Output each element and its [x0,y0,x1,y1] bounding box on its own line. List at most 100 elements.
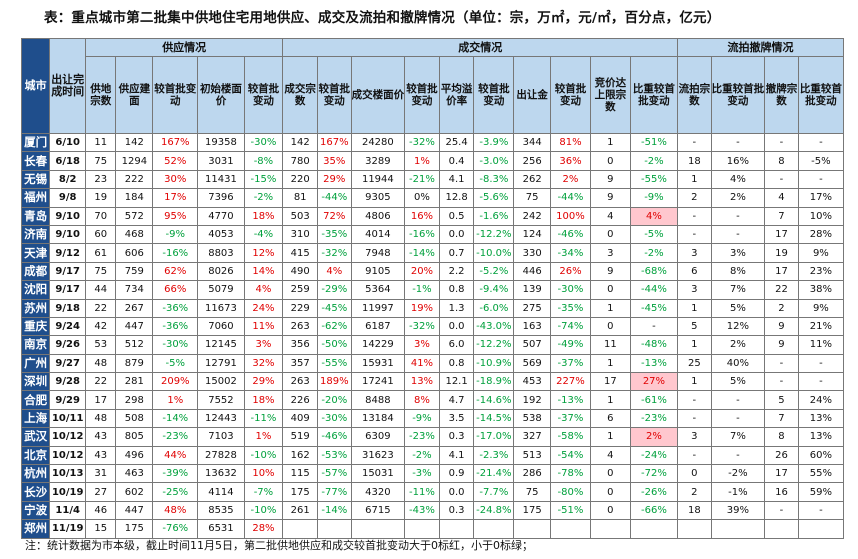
table-cell: 10% [243,464,284,484]
table-cell: 327 [513,427,552,447]
table-cell: 5% [710,372,766,392]
table-cell: -2% [710,464,766,484]
table-row: 广州 9/27 48 879 -5% 12791 32% 357 -55% 15931 41% 0.8… [20,353,845,374]
table-cell: 14229 [350,335,406,355]
city-cell: 厦门 [20,132,51,153]
table-cell: 2% [710,335,766,355]
table-cell: 2% [710,188,766,208]
table-cell: 3 [677,243,712,263]
table-cell: -30% [550,280,591,300]
table-cell: -32% [317,243,352,263]
table-cell: -36% [152,316,199,337]
table-cell: 48 [85,353,117,374]
column-header: 比重较首批变动 [629,56,679,134]
table-cell: 0.0 [438,482,475,502]
table-cell: 1% [152,390,199,410]
table-cell: 16% [404,206,440,226]
table-cell: 8 [764,151,799,171]
table-cell [629,519,679,539]
table-cell: -5% [629,224,679,245]
table-cell: 75 [513,482,552,502]
table-cell: - [677,206,712,226]
table-cell: 48 [85,408,117,429]
table-cell: -26% [629,482,679,502]
table-cell: -30% [243,132,284,153]
table-cell: -20% [317,390,352,410]
table-cell: -45% [629,298,679,318]
table-cell: 572 [115,206,154,226]
table-row: 青岛 9/10 70 572 95% 4770 18% 503 72% 4806 16% 0.5 -1.… [20,206,845,226]
table-cell: 70 [85,206,117,226]
table-cell: -66% [629,500,679,521]
table-cell: 52% [152,151,199,171]
land-supply-table-container: 城市 出让完成时间 供应情况 成交情况 流拍撤牌情况 供地宗数 供应建面 较首批变动… [20,38,845,539]
table-cell: 0 [589,316,631,337]
table-cell: 46 [85,500,117,521]
table-row: 杭州 10/13 31 463 -39% 13632 10% 115 -57% 15031 -3% 0… [20,464,845,484]
table-row: 宁波 11/4 46 447 48% 8535 -10% 261 -14% 6715 -43% 0.3… [20,500,845,521]
table-cell: 805 [115,427,154,447]
table-row: 上海 10/11 48 508 -14% 12443 -11% 409 -30% 13184 -9%… [20,408,845,429]
table-cell: 0.9 [438,464,475,484]
table-cell: -24.8% [473,500,515,521]
table-cell: 9% [797,243,845,263]
table-cell: 11944 [350,169,406,190]
table-cell: 15 [85,519,117,539]
table-cell: - [710,132,766,153]
table-row: 沈阳 9/17 44 734 66% 5079 4% 259 -29% 5364 -1% 0.8 -9.… [20,280,845,300]
table-cell: -1% [404,280,440,300]
table-cell: 41% [404,353,440,374]
table-cell: -25% [152,482,199,502]
table-cell: -7% [243,482,284,502]
table-cell: 6 [677,261,712,282]
table-cell: 28% [797,224,845,245]
table-cell: 22 [85,298,117,318]
table-cell: 4% [243,280,284,300]
table-cell: 17 [85,390,117,410]
table-cell: 39% [710,500,766,521]
column-header: 竞价达上限宗数 [589,56,631,134]
column-header: 成交楼面价 [350,56,406,134]
table-cell: -3.0% [473,151,515,171]
table-cell: 7060 [197,316,245,337]
table-cell: 446 [513,261,552,282]
table-cell: - [710,408,766,429]
table-row: 南京 9/26 53 512 -30% 12145 3% 356 -50% 14229 3% 6.0-… [20,335,845,355]
column-header: 较首批变动 [243,56,284,134]
city-cell: 天津 [20,243,51,263]
table-cell: 262 [513,169,552,190]
table-cell: -35% [550,298,591,318]
table-cell: 569 [513,353,552,374]
table-cell: -51% [550,500,591,521]
table-cell: 538 [513,408,552,429]
table-cell: 261 [282,500,318,521]
table-cell: 3 [677,427,712,447]
table-cell: 6 [589,408,631,429]
table-cell: 142 [115,132,154,153]
table-row: 厦门 6/10 11 142 167% 19358 -30% 142 167% 24280 -32%… [20,132,845,153]
table-cell: 43 [85,445,117,466]
group-flow: 流拍撤牌情况 [677,38,844,57]
date-cell: 9/18 [49,298,87,318]
table-cell: 25 [677,353,712,374]
table-cell: 81 [282,188,318,208]
table-cell: 496 [115,445,154,466]
table-cell: 17 [764,224,799,245]
table-cell: 16 [764,482,799,502]
date-cell: 9/27 [49,353,87,374]
column-header: 较首批变动 [152,56,199,134]
table-cell: -10.9% [473,353,515,374]
table-cell: 4.7 [438,390,475,410]
table-cell: 0.0 [438,316,475,337]
city-cell: 深圳 [20,372,51,392]
table-cell: 8 [764,427,799,447]
table-cell: 508 [115,408,154,429]
city-cell: 重庆 [20,316,51,337]
table-cell: 18 [677,500,712,521]
table-cell: 40% [710,353,766,374]
city-cell: 长春 [20,151,51,171]
table-cell: - [629,316,679,337]
table-cell: -14% [317,500,352,521]
column-header: 较首批变动 [404,56,440,134]
table-cell: 490 [282,261,318,282]
